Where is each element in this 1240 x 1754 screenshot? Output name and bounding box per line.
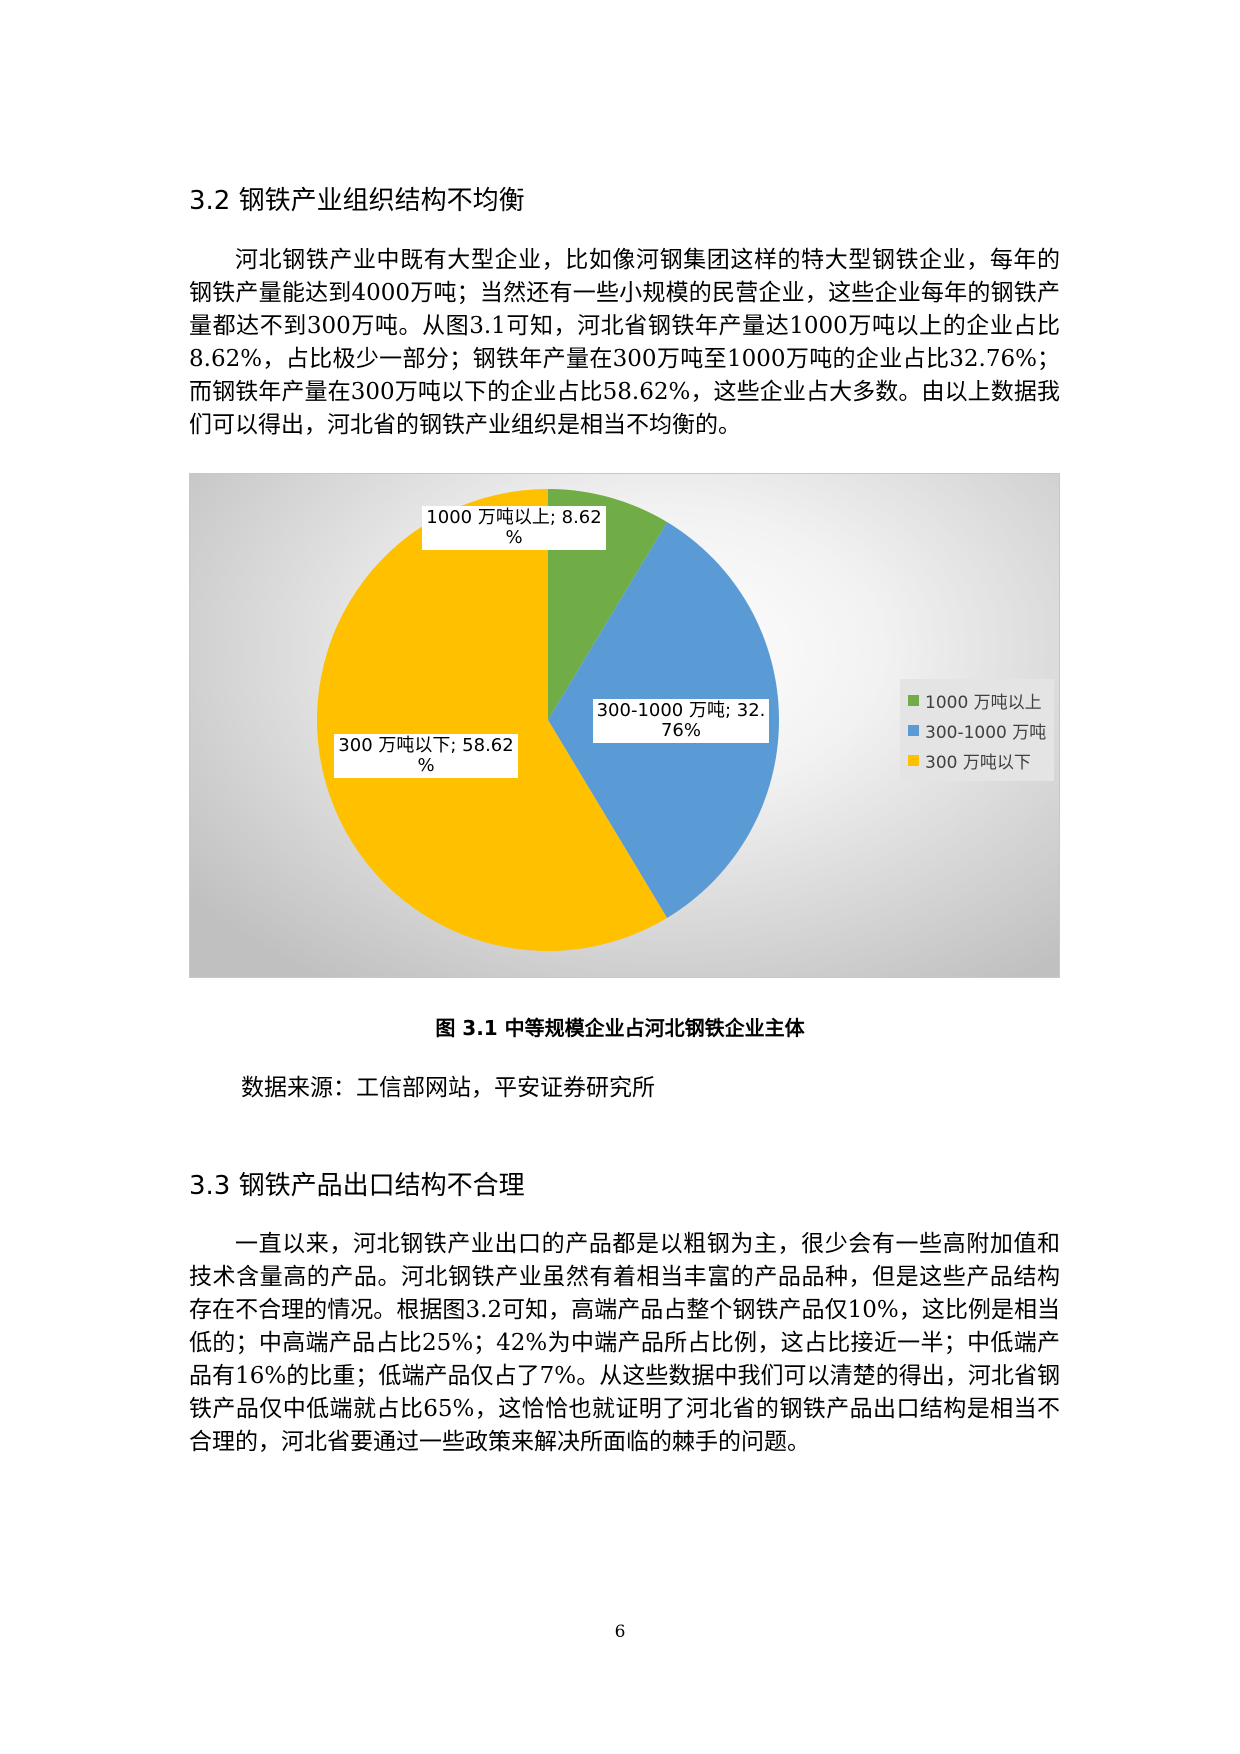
legend-label: 300 万吨以下 bbox=[925, 752, 1031, 773]
section-heading: 3.3 钢铁产品出口结构不合理 bbox=[189, 1171, 525, 1201]
legend-item: 300 万吨以下 bbox=[908, 745, 1046, 775]
figure-source: 数据来源：工信部网站，平安证券研究所 bbox=[241, 1075, 655, 1101]
legend-item: 300-1000 万吨 bbox=[908, 715, 1046, 745]
data-label: 1000 万吨以上; 8.62% bbox=[422, 506, 606, 550]
figure-caption: 图 3.1 中等规模企业占河北钢铁企业主体 bbox=[435, 1016, 805, 1040]
legend-item: 1000 万吨以上 bbox=[908, 685, 1046, 715]
legend: 1000 万吨以上 300-1000 万吨 300 万吨以下 bbox=[900, 679, 1055, 781]
legend-swatch bbox=[908, 724, 919, 736]
data-label: 300-1000 万吨; 32. 76% bbox=[593, 699, 769, 743]
legend-swatch bbox=[908, 694, 919, 706]
legend-label: 1000 万吨以上 bbox=[925, 692, 1042, 713]
legend-swatch bbox=[908, 754, 919, 766]
section-heading: 3.2 钢铁产业组织结构不均衡 bbox=[189, 186, 525, 216]
data-label: 300 万吨以下; 58.62% bbox=[334, 734, 518, 778]
page-number: 6 bbox=[614, 1622, 626, 1642]
paragraph: 河北钢铁产业中既有大型企业，比如像河钢集团这样的特大型钢铁企业，每年的钢铁产量能… bbox=[189, 247, 1060, 438]
pie-chart: 1000 万吨以上; 8.62% 300-1000 万吨; 32. 76% 300… bbox=[189, 473, 1060, 978]
paragraph: 一直以来，河北钢铁产业出口的产品都是以粗钢为主，很少会有一些高附加值和技术含量高… bbox=[189, 1231, 1060, 1455]
legend-label: 300-1000 万吨 bbox=[925, 722, 1047, 743]
pie-slice-2 bbox=[317, 489, 668, 951]
